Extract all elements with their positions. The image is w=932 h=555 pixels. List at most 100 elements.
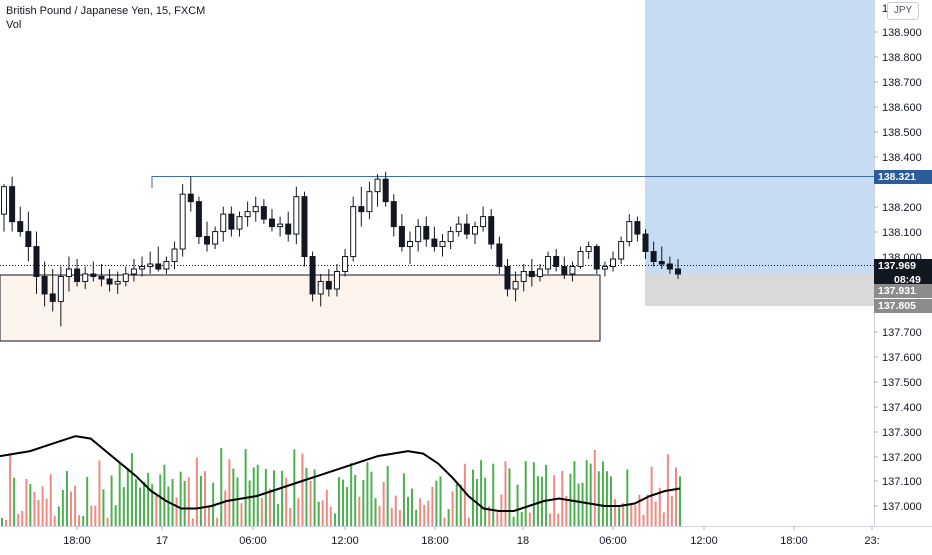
volume-bar-up <box>264 468 267 526</box>
volume-bar-up <box>524 461 527 526</box>
time-tick-label: 18:00 <box>421 535 449 547</box>
volume-bar-down <box>17 513 20 526</box>
volume-bar-down <box>443 517 446 526</box>
candle-down <box>675 268 681 275</box>
volume-bar-up <box>199 475 202 526</box>
candle-down <box>155 263 162 270</box>
range-box[interactable] <box>0 274 601 342</box>
candle-up <box>569 266 576 275</box>
candle-up <box>244 211 251 218</box>
volume-bar-down <box>90 505 93 526</box>
volume-bar-down <box>467 517 470 526</box>
volume-bar-down <box>53 515 56 526</box>
candle-down <box>382 178 389 203</box>
candle-up <box>350 206 357 258</box>
candle-down <box>650 251 657 263</box>
volume-bar-down <box>33 491 36 526</box>
candle-down <box>463 223 470 235</box>
candle-up <box>480 216 487 228</box>
candle-up <box>317 280 324 295</box>
candle-up <box>577 251 584 268</box>
volume-bar-up <box>597 471 600 526</box>
time-axis[interactable]: 18:00 17 06:00 12:00 18:00 18 06:00 12:00 18:00 2… <box>63 526 880 547</box>
volume-bar-up <box>480 460 483 526</box>
volume-bar-up <box>82 516 85 526</box>
volume-bar-down <box>431 486 434 526</box>
volume-bar-up <box>130 453 133 526</box>
candle-down <box>634 221 641 235</box>
volume-bar-up <box>581 482 584 526</box>
volume-bar-up <box>65 471 68 526</box>
volume-bar-down <box>204 471 207 526</box>
symbol-title[interactable]: British Pound / Japanese Yen, 15, FXCM <box>6 5 206 17</box>
stop-zone[interactable] <box>645 274 874 306</box>
volume-bar-up <box>512 516 515 526</box>
volume-bar-down <box>309 480 312 526</box>
volume-bar-down <box>191 518 194 526</box>
candle-up <box>57 275 64 302</box>
candle-up <box>585 246 592 253</box>
candle-up <box>601 266 608 270</box>
volume-bar-up <box>248 480 251 526</box>
volume-bar-down <box>285 477 288 526</box>
volume-bar-down <box>398 509 401 526</box>
candle-down <box>74 268 81 282</box>
candle-down <box>90 273 97 277</box>
candle-up <box>374 178 381 193</box>
volume-bar-down <box>658 487 661 526</box>
volume-bar-up <box>151 484 154 526</box>
volume-bar-down <box>634 505 637 526</box>
volume-bar-up <box>601 461 604 526</box>
time-tick-label: 06:00 <box>599 535 627 547</box>
currency-button[interactable]: JPY <box>887 2 919 20</box>
volume-bar-up <box>86 476 89 526</box>
volume-bar-down <box>5 520 7 526</box>
volume-bar-up <box>114 505 117 526</box>
volume-bar-down <box>427 500 430 526</box>
volume-bar-down <box>21 511 24 526</box>
candle-up <box>252 206 259 213</box>
volume-bar-down <box>187 477 190 526</box>
candle-up <box>220 213 227 233</box>
volume-bar-up <box>610 476 613 526</box>
candle-up <box>122 273 129 282</box>
volume-bar-down <box>670 495 673 526</box>
volume-bar-up <box>402 473 405 526</box>
candle-down <box>496 243 503 268</box>
candle-down <box>98 275 105 280</box>
volume-bar-down <box>419 498 422 526</box>
volume-bar-up <box>354 474 357 526</box>
candle-up <box>536 268 543 277</box>
volume-bar-up <box>536 476 539 526</box>
volume-bar-up <box>374 498 377 526</box>
volume-bar-up <box>605 471 608 526</box>
price-tick-label: 1 <box>882 3 888 15</box>
volume-label[interactable]: Vol <box>6 19 22 31</box>
price-tick-label: 138.900 <box>882 27 922 39</box>
candle-down <box>187 193 194 203</box>
volume-bar-down <box>553 475 556 526</box>
candle-down <box>390 201 397 228</box>
volume-bar-down <box>557 513 560 526</box>
volume-bar-up <box>277 503 280 526</box>
candle-down <box>9 186 16 223</box>
volume-bar-up <box>57 506 60 526</box>
candle-up <box>139 266 146 270</box>
price-tick-label: 137.100 <box>882 476 922 488</box>
volume-bar-up <box>134 479 137 526</box>
price-tick-label: 137.700 <box>882 327 922 339</box>
volume-bar-up <box>126 467 129 526</box>
price-tick-label: 138.700 <box>882 77 922 89</box>
volume-bar-down <box>260 498 263 526</box>
candle-down <box>285 223 292 235</box>
price-axis[interactable]: 138.900 138.800 138.700 138.600 138.500 138.4… <box>874 3 922 513</box>
price-tick-label: 138.600 <box>882 102 922 114</box>
price-tick-label: 137.000 <box>882 501 922 513</box>
candle-up <box>471 226 478 235</box>
target-zone[interactable] <box>645 0 874 274</box>
volume-bar-up <box>545 464 548 526</box>
candle-up <box>163 261 170 270</box>
volume-bar-up <box>439 476 442 526</box>
